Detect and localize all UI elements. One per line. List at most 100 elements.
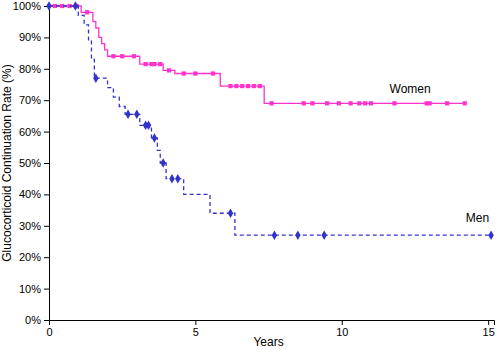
censor-marker <box>175 174 180 183</box>
y-tick-mark <box>44 100 49 101</box>
y-tick-mark <box>44 37 49 38</box>
censor-marker <box>93 73 98 82</box>
plot: 0% 10% 20% 30% 40% 50% 60% 70% 80% 90% 100% 0 5 10 15 W… <box>13 0 495 338</box>
y-tick: 10% <box>19 283 49 295</box>
censor-marker <box>363 101 367 105</box>
x-axis-line <box>50 321 495 326</box>
censor-marker <box>167 68 171 72</box>
y-tick: 60% <box>19 126 49 138</box>
x-tick-mark <box>49 320 50 325</box>
y-tick-label: 100% <box>13 0 41 12</box>
x-tick: 10 <box>336 320 348 338</box>
censor-marker <box>228 84 232 88</box>
censor-marker <box>348 101 352 105</box>
censor-marker <box>272 230 277 239</box>
y-tick-label: 70% <box>19 94 41 106</box>
censor-marker <box>160 158 165 167</box>
censor-marker <box>295 230 300 239</box>
censor-marker <box>211 71 215 75</box>
censor-marker <box>246 84 250 88</box>
censor-marker <box>463 101 467 105</box>
series-line <box>49 6 465 103</box>
y-tick-label: 60% <box>19 126 41 138</box>
censor-marker <box>337 101 341 105</box>
x-tick-label: 0 <box>46 326 52 338</box>
censor-marker <box>46 1 51 10</box>
x-tick-mark <box>488 320 489 325</box>
y-tick: 20% <box>19 251 49 263</box>
y-tick-label: 80% <box>19 63 41 75</box>
data-area <box>46 1 494 240</box>
y-tick: 0% <box>25 314 49 326</box>
censor-marker <box>85 10 89 14</box>
y-tick-label: 90% <box>19 31 41 43</box>
y-tick-mark <box>44 257 49 258</box>
censor-marker <box>152 133 157 142</box>
y-tick-mark <box>44 132 49 133</box>
x-axis-title: Years <box>253 335 283 349</box>
censor-marker <box>269 101 273 105</box>
y-axis-line <box>44 7 50 321</box>
y-tick-mark <box>44 226 49 227</box>
y-tick-label: 40% <box>19 188 41 200</box>
censor-marker <box>158 62 162 66</box>
y-tick: 70% <box>19 94 49 106</box>
censor-marker <box>111 54 115 58</box>
censor-marker <box>193 71 197 75</box>
censor-marker <box>427 101 431 105</box>
y-tick: 30% <box>19 220 49 232</box>
censor-marker <box>146 121 151 130</box>
x-tick-label: 15 <box>483 326 495 338</box>
censor-marker <box>169 174 174 183</box>
y-axis: 0% 10% 20% 30% 40% 50% 60% 70% 80% 90% 100% <box>13 0 50 326</box>
y-tick-mark <box>44 69 49 70</box>
censor-marker <box>325 101 329 105</box>
x-tick: 5 <box>193 320 199 338</box>
censor-marker <box>488 230 493 239</box>
censor-marker <box>125 110 130 119</box>
censor-marker <box>321 230 326 239</box>
y-tick-mark <box>44 163 49 164</box>
y-tick-label: 30% <box>19 220 41 232</box>
censor-marker <box>357 101 361 105</box>
censor-marker <box>302 101 306 105</box>
y-tick-label: 20% <box>19 251 41 263</box>
y-tick-label: 10% <box>19 283 41 295</box>
censor-marker <box>252 84 256 88</box>
censor-marker <box>132 54 136 58</box>
x-tick-label: 10 <box>336 326 348 338</box>
y-axis-title: Glucocorticoid Continuation Rate (%) <box>0 64 14 261</box>
censor-marker <box>73 1 78 10</box>
x-tick: 0 <box>46 320 52 338</box>
x-tick-label: 5 <box>193 326 199 338</box>
x-tick-mark <box>195 320 196 325</box>
censor-marker <box>143 62 147 66</box>
y-tick: 100% <box>13 0 49 12</box>
censor-marker <box>182 71 186 75</box>
y-tick-mark <box>44 289 49 290</box>
censor-marker <box>369 101 373 105</box>
y-tick: 90% <box>19 31 49 43</box>
censor-marker <box>258 84 262 88</box>
y-tick-label: 50% <box>19 157 41 169</box>
censor-marker <box>445 101 449 105</box>
y-tick-mark <box>44 194 49 195</box>
censor-marker <box>134 110 139 119</box>
chart: 0% 10% 20% 30% 40% 50% 60% 70% 80% 90% 100% 0 5 10 15 W… <box>0 0 500 349</box>
y-tick: 50% <box>19 157 49 169</box>
y-tick: 40% <box>19 188 49 200</box>
censor-marker <box>310 101 314 105</box>
x-tick: 15 <box>483 320 495 338</box>
y-tick: 80% <box>19 63 49 75</box>
censor-marker <box>240 84 244 88</box>
series-line <box>49 6 491 235</box>
series-label: Women <box>390 82 431 96</box>
series-label: Men <box>466 211 489 225</box>
censor-marker <box>228 208 233 217</box>
y-tick-label: 0% <box>25 314 41 326</box>
censor-marker <box>152 62 156 66</box>
x-tick-mark <box>342 320 343 325</box>
censor-marker <box>392 101 396 105</box>
y-tick-mark <box>44 320 49 321</box>
censor-marker <box>120 54 124 58</box>
